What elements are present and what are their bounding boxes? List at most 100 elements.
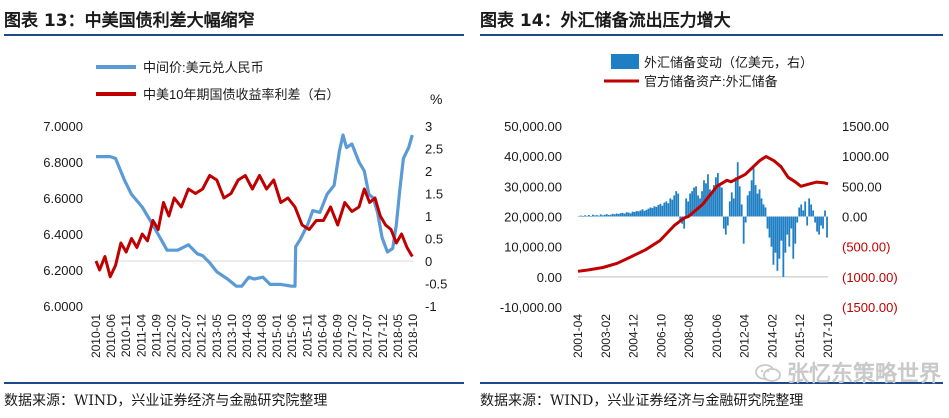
reserve-change-bar <box>637 211 640 217</box>
x-tick-2010-11: 2010-11 <box>119 314 133 357</box>
reserve-change-bar <box>665 201 668 217</box>
reserve-change-bar <box>750 180 753 217</box>
x-tick-2017-07: 2017-07 <box>361 314 375 358</box>
reserve-change-bar <box>772 216 775 265</box>
reserve-change-bar <box>762 204 765 217</box>
figure-14: 图表 14：外汇储备流出压力增大 外汇储备变动（亿美元，右） 官方储备资产:外汇储… <box>476 0 949 418</box>
legend-label-spread: 中美10年期国债收益率利差（右） <box>143 87 339 102</box>
reserve-change-bar <box>715 177 717 217</box>
reserve-change-bar <box>582 216 584 217</box>
reserve-change-bar <box>653 206 656 217</box>
reserve-change-bar <box>800 204 803 217</box>
figure-14-top-rule <box>480 34 943 36</box>
left-axis-tick-6.0000: 6.0000 <box>43 299 83 314</box>
reserve-change-bar <box>732 198 735 217</box>
reserve-change-bar <box>673 195 676 217</box>
reserve-change-bar <box>697 195 699 217</box>
reserve-change-bar <box>695 186 697 217</box>
reserve-change-bar <box>756 193 759 217</box>
reserve-change-bar <box>826 216 828 238</box>
left-axis-tick-30,000.00: 30,000.00 <box>504 179 562 194</box>
x-tick-2017-10: 2017-10 <box>821 314 835 358</box>
reserve-change-bar <box>770 216 773 247</box>
reserve-change-bar <box>669 198 672 217</box>
right-axis-unit: % <box>430 91 442 107</box>
reserve-change-bar <box>621 212 624 217</box>
reserve-change-bar <box>599 214 602 217</box>
reserve-change-bar <box>591 214 594 217</box>
reserve-change-bar <box>790 216 793 229</box>
reserve-change-bar <box>709 189 711 217</box>
x-tick-2004-12: 2004-12 <box>627 314 641 358</box>
legend-swatch-reserve-change <box>611 54 639 69</box>
reserve-change-bar <box>806 216 809 226</box>
reserve-change-bar <box>812 210 815 217</box>
reserve-change-bar <box>595 215 598 217</box>
reserve-change-bar <box>643 210 646 217</box>
reserve-change-bar <box>764 207 767 217</box>
series-line-spread <box>94 174 414 279</box>
reserve-change-bar <box>744 216 747 223</box>
left-axis-tick-6.4000: 6.4000 <box>43 227 83 242</box>
reserve-change-bar <box>615 213 618 217</box>
left-axis-tick-7.0000: 7.0000 <box>43 119 83 134</box>
chart-14-svg: 外汇储备变动（亿美元，右） 官方储备资产:外汇储备 50,000.00 40,000.… <box>500 54 898 358</box>
figure-14-source: 数据来源：WIND，兴业证券经济与金融研究院整理 <box>480 393 804 409</box>
legend-label-fx-reserves: 官方储备资产:外汇储备 <box>644 74 778 89</box>
reserve-change-bar <box>768 216 771 238</box>
reserve-change-bar <box>689 193 691 217</box>
reserve-change-bar <box>814 216 816 223</box>
reserve-change-bar <box>693 187 695 217</box>
x-tick-2017-12: 2017-12 <box>376 314 390 358</box>
reserve-change-bar <box>740 204 743 217</box>
x-tick-2011-09: 2011-09 <box>149 314 163 357</box>
x-tick-2014-03: 2014-03 <box>240 314 254 358</box>
reserve-change-bar <box>726 216 729 226</box>
right-axis-tick-3: 3 <box>425 119 432 134</box>
reserve-change-bar <box>586 215 588 217</box>
reserve-change-bar <box>774 216 777 253</box>
right-axis-tick-0: 0 <box>425 254 432 269</box>
reserve-change-bar <box>629 213 632 217</box>
reserve-change-bar <box>627 212 630 217</box>
reserve-change-bar <box>720 187 723 217</box>
reserve-change-bar <box>808 198 811 217</box>
x-tick-2001-04: 2001-04 <box>571 314 585 358</box>
left-axis-tick--10,000.00: -10,000.00 <box>500 300 562 315</box>
reserve-change-bar <box>597 215 600 217</box>
reserve-change-bar <box>784 216 787 253</box>
reserve-change-bar <box>675 191 678 217</box>
reserve-change-bar <box>798 207 801 217</box>
reserve-change-bar <box>633 211 636 217</box>
reserve-change-bar <box>724 216 727 235</box>
figure-14-title: 图表 14：外汇储备流出压力增大 <box>480 11 731 31</box>
left-axis-tick-6.8000: 6.8000 <box>43 155 83 170</box>
reserve-change-bar <box>718 186 721 217</box>
reserve-change-bar <box>683 216 686 229</box>
reserve-change-bar <box>635 211 638 217</box>
reserve-change-bar <box>667 203 670 217</box>
reserve-change-bar <box>752 168 755 217</box>
reserve-change-bar <box>651 208 654 217</box>
reserve-change-bar <box>716 173 719 217</box>
x-tick-2015-06: 2015-06 <box>285 314 299 358</box>
series-line-fx-reserves <box>577 155 829 273</box>
right-axis-tick-(500.00): (500.00) <box>842 240 890 255</box>
reserve-change-bar <box>613 214 616 217</box>
reserve-change-bar <box>802 210 805 217</box>
figure-13-top-rule <box>4 34 464 36</box>
reserve-change-bar <box>611 213 614 217</box>
left-axis-tick-20,000.00: 20,000.00 <box>504 210 562 225</box>
x-tick-2014-08: 2014-08 <box>255 314 269 358</box>
x-tick-2016-09: 2016-09 <box>331 314 345 358</box>
reserve-change-bar <box>810 204 813 217</box>
figure-13-title: 图表 13：中美国债利差大幅缩窄 <box>4 11 255 31</box>
reserve-change-bar <box>742 216 745 244</box>
reserve-change-bar <box>645 209 648 217</box>
x-tick-2015-01: 2015-01 <box>270 314 284 358</box>
reserve-change-bar <box>655 206 658 217</box>
x-tick-2003-02: 2003-02 <box>599 314 613 358</box>
x-tick-2017-02: 2017-02 <box>346 314 360 358</box>
reserve-change-bar <box>822 216 824 229</box>
right-axis-tick-(1000.00): (1000.00) <box>842 270 898 285</box>
